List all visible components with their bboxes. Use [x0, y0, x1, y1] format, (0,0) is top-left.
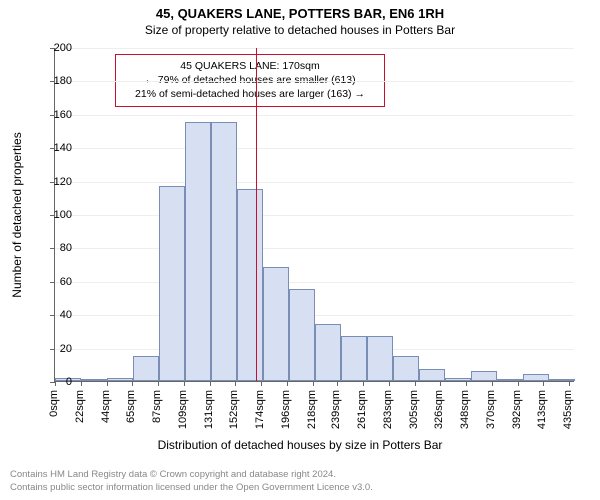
xtick-mark	[466, 381, 467, 386]
gridline	[55, 215, 574, 216]
xtick-label: 283sqm	[382, 390, 394, 429]
xtick-label: 218sqm	[306, 390, 318, 429]
gridline	[55, 248, 574, 249]
histogram-bar	[419, 369, 445, 381]
annotation-box: 45 QUAKERS LANE: 170sqm← 79% of detached…	[115, 54, 385, 107]
xtick-mark	[415, 381, 416, 386]
footer-attribution: Contains HM Land Registry data © Crown c…	[10, 469, 373, 494]
histogram-bar	[133, 356, 159, 381]
gridline	[55, 115, 574, 116]
xtick-label: 370sqm	[485, 390, 497, 429]
ytick-label: 120	[42, 176, 72, 188]
histogram-bar	[367, 336, 393, 381]
ytick-label: 160	[42, 109, 72, 121]
xtick-mark	[132, 381, 133, 386]
ytick-label: 140	[42, 142, 72, 154]
xtick-mark	[363, 381, 364, 386]
xtick-label: 109sqm	[177, 390, 189, 429]
gridline	[55, 282, 574, 283]
xtick-mark	[440, 381, 441, 386]
xtick-mark	[210, 381, 211, 386]
xtick-mark	[518, 381, 519, 386]
xtick-label: 413sqm	[536, 390, 548, 429]
histogram-bar	[523, 374, 549, 381]
ytick-label: 200	[42, 42, 72, 54]
ytick-label: 60	[42, 276, 72, 288]
xtick-mark	[81, 381, 82, 386]
ytick-label: 40	[42, 309, 72, 321]
histogram-bar	[341, 336, 367, 381]
ytick-label: 180	[42, 75, 72, 87]
ytick-label: 20	[42, 343, 72, 355]
histogram-bar	[107, 378, 133, 381]
xtick-label: 239sqm	[330, 390, 342, 429]
xtick-label: 435sqm	[562, 390, 574, 429]
histogram-bar	[263, 267, 289, 381]
histogram-bar	[549, 379, 575, 381]
xtick-label: 174sqm	[254, 390, 266, 429]
annotation-line: ← 79% of detached houses are smaller (61…	[124, 73, 376, 87]
xtick-label: 44sqm	[100, 390, 112, 423]
xtick-label: 22sqm	[74, 390, 86, 423]
marker-line	[256, 48, 257, 381]
histogram-bar	[159, 186, 185, 381]
xtick-label: 392sqm	[511, 390, 523, 429]
chart-title: 45, QUAKERS LANE, POTTERS BAR, EN6 1RH	[0, 0, 600, 21]
histogram-bar	[185, 122, 211, 381]
xtick-label: 0sqm	[48, 390, 60, 417]
gridline	[55, 148, 574, 149]
y-axis-label: Number of detached properties	[10, 132, 24, 297]
xtick-mark	[313, 381, 314, 386]
xtick-mark	[235, 381, 236, 386]
gridline	[55, 81, 574, 82]
xtick-label: 87sqm	[151, 390, 163, 423]
annotation-line: 45 QUAKERS LANE: 170sqm	[124, 59, 376, 73]
footer-line: Contains HM Land Registry data © Crown c…	[10, 469, 373, 481]
xtick-label: 65sqm	[125, 390, 137, 423]
gridline	[55, 48, 574, 49]
xtick-mark	[158, 381, 159, 386]
xtick-mark	[287, 381, 288, 386]
histogram-bar	[393, 356, 419, 381]
histogram-bar	[81, 379, 107, 381]
histogram-bar	[237, 189, 263, 381]
ytick-label: 0	[42, 376, 72, 388]
histogram-bar	[471, 371, 497, 381]
xtick-mark	[543, 381, 544, 386]
plot-area: 45 QUAKERS LANE: 170sqm← 79% of detached…	[54, 48, 574, 382]
xtick-label: 152sqm	[228, 390, 240, 429]
xtick-label: 326sqm	[433, 390, 445, 429]
chart-container: 45, QUAKERS LANE, POTTERS BAR, EN6 1RH S…	[0, 0, 600, 500]
xtick-mark	[389, 381, 390, 386]
ytick-label: 100	[42, 209, 72, 221]
xtick-mark	[337, 381, 338, 386]
footer-line: Contains public sector information licen…	[10, 482, 373, 494]
chart-subtitle: Size of property relative to detached ho…	[0, 21, 600, 37]
histogram-bar	[315, 324, 341, 381]
xtick-mark	[184, 381, 185, 386]
gridline	[55, 182, 574, 183]
xtick-label: 131sqm	[203, 390, 215, 429]
xtick-label: 196sqm	[280, 390, 292, 429]
xtick-label: 348sqm	[459, 390, 471, 429]
xtick-mark	[107, 381, 108, 386]
xtick-mark	[261, 381, 262, 386]
xtick-mark	[569, 381, 570, 386]
x-axis-label: Distribution of detached houses by size …	[0, 438, 600, 452]
histogram-bar	[289, 289, 315, 381]
ytick-label: 80	[42, 242, 72, 254]
annotation-line: 21% of semi-detached houses are larger (…	[124, 87, 376, 101]
xtick-mark	[492, 381, 493, 386]
histogram-bar	[211, 122, 237, 381]
xtick-label: 305sqm	[408, 390, 420, 429]
xtick-label: 261sqm	[356, 390, 368, 429]
